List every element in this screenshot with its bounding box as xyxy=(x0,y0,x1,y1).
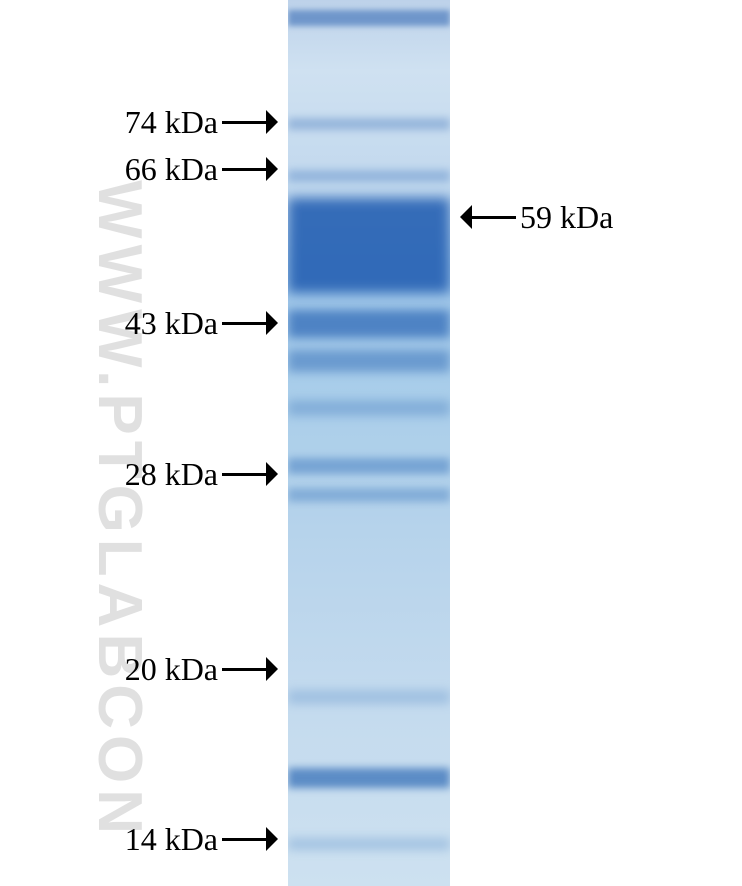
gel-band xyxy=(288,768,450,788)
gel-figure: 74 kDa 66 kDa 43 kDa 28 kDa 20 kDa 14 kDa 59 … xyxy=(0,0,742,886)
ladder-label-group: 43 kDa xyxy=(125,305,278,342)
arrow-right-icon xyxy=(266,462,278,486)
gel-band xyxy=(288,488,450,502)
ladder-label-group: 14 kDa xyxy=(125,821,278,858)
ladder-label: 43 kDa xyxy=(125,305,218,342)
target-band-label-group: 59 kDa xyxy=(460,199,613,236)
ladder-label-group: 66 kDa xyxy=(125,151,278,188)
gel-band xyxy=(288,118,450,130)
arrow-shaft xyxy=(222,168,266,171)
gel-band xyxy=(288,838,450,850)
arrow-shaft xyxy=(222,121,266,124)
gel-band xyxy=(288,350,450,372)
ladder-label-group: 20 kDa xyxy=(125,651,278,688)
gel-band xyxy=(288,690,450,704)
gel-band xyxy=(288,198,450,293)
watermark-text: WWW.PTGLABCON xyxy=(84,180,155,840)
target-band-label: 59 kDa xyxy=(520,199,613,236)
arrow-right-icon xyxy=(266,827,278,851)
gel-lane xyxy=(288,0,450,886)
arrow-shaft xyxy=(222,838,266,841)
arrow-right-icon xyxy=(266,110,278,134)
arrow-shaft xyxy=(222,668,266,671)
ladder-label: 20 kDa xyxy=(125,651,218,688)
arrow-left-icon xyxy=(460,205,472,229)
ladder-label: 66 kDa xyxy=(125,151,218,188)
ladder-label-group: 28 kDa xyxy=(125,456,278,493)
arrow-shaft xyxy=(472,216,516,219)
gel-band xyxy=(288,400,450,416)
gel-band xyxy=(288,10,450,26)
arrow-shaft xyxy=(222,473,266,476)
arrow-shaft xyxy=(222,322,266,325)
ladder-label: 14 kDa xyxy=(125,821,218,858)
gel-band xyxy=(288,458,450,474)
gel-band xyxy=(288,310,450,338)
ladder-label: 28 kDa xyxy=(125,456,218,493)
arrow-right-icon xyxy=(266,657,278,681)
gel-lane-background xyxy=(288,0,450,886)
gel-band xyxy=(288,170,450,182)
ladder-label-group: 74 kDa xyxy=(125,104,278,141)
ladder-label: 74 kDa xyxy=(125,104,218,141)
arrow-right-icon xyxy=(266,157,278,181)
arrow-right-icon xyxy=(266,311,278,335)
